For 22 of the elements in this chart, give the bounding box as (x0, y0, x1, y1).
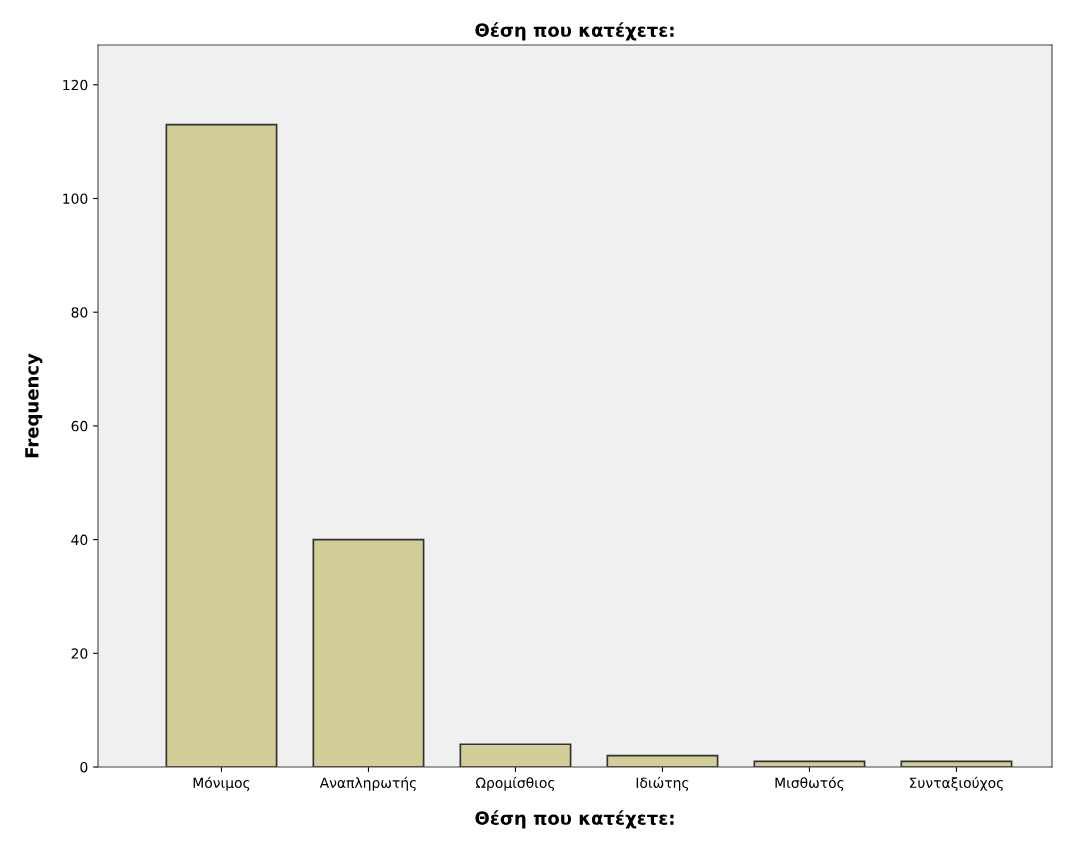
y-tick-label: 20 (71, 648, 88, 659)
x-tick-label: Συνταξιούχος (909, 776, 1003, 791)
bar (312, 538, 425, 767)
x-tick-label: Ωρομίσθιος (475, 776, 555, 791)
y-tick-label: 100 (63, 193, 88, 204)
y-tick-label: 120 (63, 79, 88, 91)
bar (753, 760, 866, 767)
y-tick-label: 40 (71, 534, 88, 546)
chart-title: Θέση που κατέχετε: (475, 22, 674, 41)
x-axis-title: Θέση που κατέχετε: (475, 810, 674, 829)
y-axis-title: Frequency (25, 353, 43, 458)
x-tick-label: Ιδιώτης (636, 776, 689, 791)
bar (459, 743, 572, 767)
x-tick-label: Μισθωτός (775, 776, 844, 791)
bar (606, 754, 719, 767)
x-tick-label: Μόνιμος (193, 776, 250, 791)
x-tick-label: Αναπληρωτής (319, 776, 416, 791)
y-tick-label: 80 (71, 307, 88, 318)
y-tick-label: 60 (71, 420, 88, 432)
bar (900, 760, 1013, 767)
y-tick-label: 0 (80, 761, 88, 773)
bar (165, 123, 278, 767)
